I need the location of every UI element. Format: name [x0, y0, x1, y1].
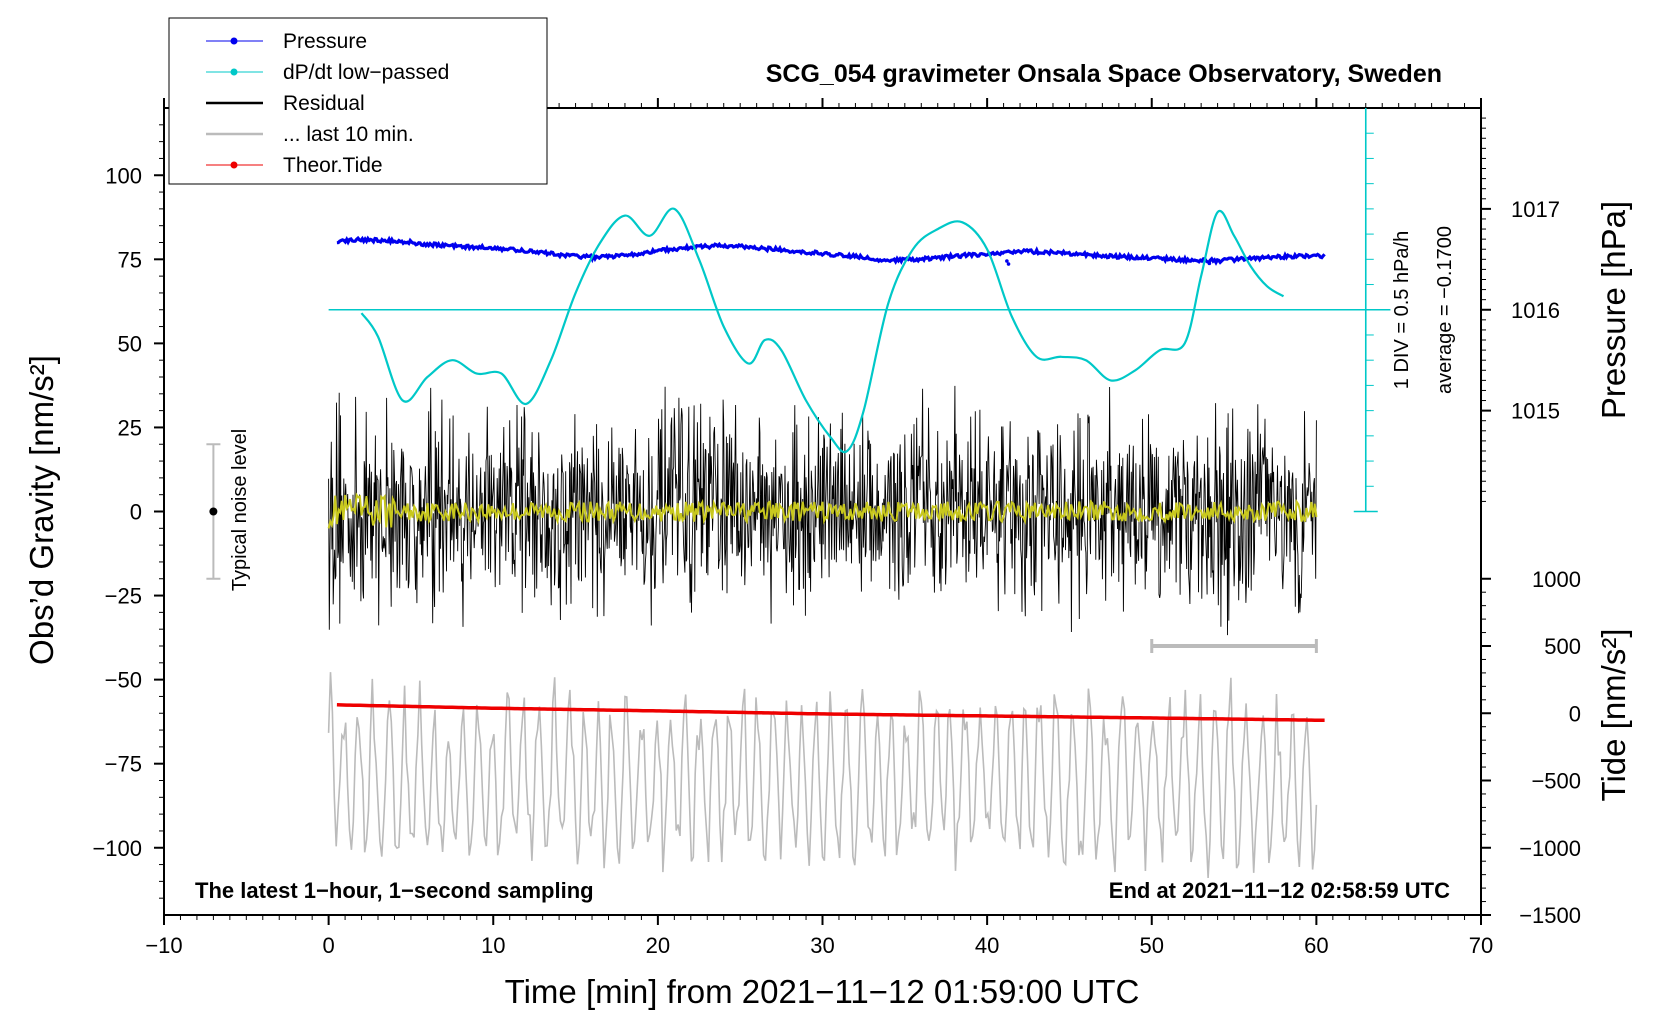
- legend-marker: [230, 161, 238, 169]
- legend-label: Pressure: [283, 30, 367, 53]
- legend-label: Theor.Tide: [283, 154, 383, 177]
- y-axis-title-pressure: Pressure [hPa]: [1595, 201, 1632, 419]
- noise-bar-center-point: [209, 507, 218, 516]
- last10-series: [327, 672, 1318, 879]
- legend-marker: [230, 68, 238, 76]
- x-tick-label: −10: [145, 933, 182, 958]
- dpdt-scale-axis: [328, 108, 1391, 513]
- legend-label: Residual: [283, 92, 365, 115]
- tide-tick-label: 1000: [1532, 567, 1581, 592]
- last10-range-bar: [1150, 639, 1318, 653]
- legend-label: ... last 10 min.: [283, 123, 414, 146]
- residual-series: [328, 385, 1317, 636]
- theoretical-tide-series: [336, 703, 1325, 723]
- y-tick-label: 25: [118, 415, 142, 440]
- dpdt-average-label: average = −0.1700: [1434, 226, 1456, 394]
- y-tick-label: −50: [105, 668, 142, 693]
- theoretical-tide-line: [336, 703, 1325, 723]
- noise-level-bar: [206, 443, 221, 580]
- tide-tick-label: −1000: [1519, 836, 1581, 861]
- x-axis-ticks: −10 0 10 20 30 40 50 60 70: [145, 98, 1493, 958]
- y-tick-label: 100: [105, 163, 142, 188]
- dpdt-series: [360, 207, 1285, 454]
- x-tick-label: 30: [810, 933, 834, 958]
- residual-line: [328, 385, 1317, 636]
- sampling-note: The latest 1−hour, 1−second sampling: [195, 878, 594, 903]
- y-axis-ticks-pressure: 1017 1016 1015: [1481, 117, 1560, 502]
- dpdt-line: [360, 207, 1285, 454]
- y-tick-label: −25: [105, 584, 142, 609]
- legend-box: [168, 17, 548, 185]
- x-tick-label: 0: [323, 933, 335, 958]
- pressure-tick-label: 1015: [1511, 399, 1560, 424]
- x-tick-label: 20: [646, 933, 670, 958]
- x-tick-label: 40: [975, 933, 999, 958]
- tide-tick-label: −1500: [1519, 903, 1581, 928]
- y-axis-ticks-gravity: 100 75 50 25 0 −25 −50 −75 −100: [92, 124, 164, 899]
- end-time-note: End at 2021−11−12 02:58:59 UTC: [1109, 878, 1450, 903]
- y-tick-label: −75: [105, 752, 142, 777]
- pressure-series: [336, 235, 1326, 266]
- pressure-outlier-point: [1005, 259, 1009, 263]
- tide-tick-label: −500: [1531, 769, 1581, 794]
- y-tick-label: 75: [118, 247, 142, 272]
- y-tick-label: 0: [130, 500, 142, 525]
- x-tick-label: 50: [1140, 933, 1164, 958]
- tide-tick-label: 500: [1544, 634, 1581, 659]
- y-axis-title-gravity: Obs’d Gravity [nm/s²]: [23, 355, 60, 665]
- tide-tick-label: 0: [1569, 701, 1581, 726]
- x-tick-label: 70: [1469, 933, 1493, 958]
- residual-smoothed-series: [327, 492, 1318, 529]
- y-tick-label: −100: [92, 836, 142, 861]
- x-tick-label: 60: [1304, 933, 1328, 958]
- x-axis-title: Time [min] from 2021−11−12 01:59:00 UTC: [505, 973, 1140, 1010]
- pressure-tick-label: 1017: [1511, 197, 1560, 222]
- y-axis-title-tide: Tide [nm/s²]: [1595, 629, 1632, 802]
- pressure-tick-label: 1016: [1511, 298, 1560, 323]
- pressure-outlier-point: [1006, 262, 1011, 266]
- noise-level-label: Typical noise level: [229, 429, 251, 591]
- legend: Pressure dP/dt low−passed Residual ... last…: [168, 17, 548, 185]
- legend-marker: [230, 37, 238, 45]
- x-tick-label: 10: [481, 933, 505, 958]
- chart-title: SCG_054 gravimeter Onsala Space Observat…: [766, 60, 1442, 88]
- pressure-outlier-point: [1207, 261, 1212, 266]
- y-tick-label: 50: [118, 331, 142, 356]
- last10-line: [327, 672, 1318, 879]
- residual-smoothed-line: [327, 492, 1318, 529]
- dpdt-scale-label: 1 DIV = 0.5 hPa/h: [1391, 231, 1413, 389]
- pressure-line: [336, 235, 1326, 266]
- legend-label: dP/dt low−passed: [283, 61, 449, 84]
- y-axis-ticks-tide: 1000 500 0 −500 −1000 −1500: [1481, 567, 1581, 928]
